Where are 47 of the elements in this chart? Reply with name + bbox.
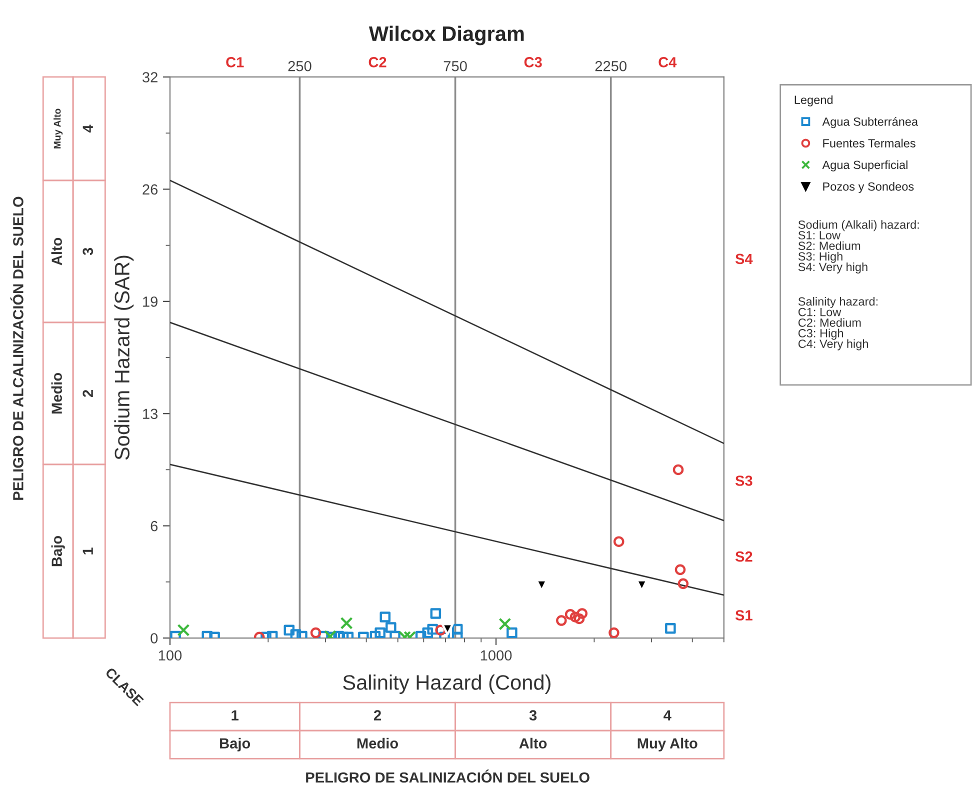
text: Alto — [519, 738, 547, 749]
y-tick-label: 0 — [150, 633, 158, 644]
chart-title: Wilcox Diagram — [368, 26, 524, 46]
y-tick-label: 19 — [143, 296, 158, 307]
text: Bajo — [220, 738, 250, 752]
y-tick-label: 6 — [150, 520, 158, 532]
legend-label: Agua Subterránea — [822, 117, 918, 128]
legend-label: Agua Superficial — [822, 160, 908, 172]
x-axis-title: Salinity Hazard (Cond) — [343, 674, 550, 694]
text: C1 — [226, 57, 244, 68]
text: 2 — [82, 390, 93, 397]
text: Salinity hazard: C1: Low C2: Medium C3: High C4: Very high — [798, 297, 878, 350]
legend-label: Pozos y Sondeos — [823, 182, 914, 194]
y-tick-label: 13 — [143, 408, 158, 420]
text: C2 — [368, 57, 386, 68]
text: 1 — [82, 548, 93, 554]
text: C4 — [658, 57, 677, 68]
text: PELIGRO DE ALCALINIZACIÓN DEL SUELO — [10, 196, 24, 500]
legend-label: Fuentes Termales — [823, 138, 916, 148]
text: PELIGRO DE SALINIZACIÓN DEL SUELO — [306, 770, 590, 783]
text: S1 — [735, 610, 752, 620]
legend-title: Legend — [794, 95, 833, 106]
text: 4 — [664, 710, 672, 720]
ref-line-label: 2250 — [595, 60, 626, 72]
text: Medio — [357, 738, 398, 749]
ref-line-label: 250 — [288, 60, 312, 72]
text: 3 — [82, 248, 94, 256]
ref-line-label: 750 — [444, 60, 467, 72]
text: 4 — [82, 124, 93, 133]
text: 2 — [374, 710, 381, 720]
y-tick-label: 32 — [142, 72, 158, 82]
y-tick-label: 26 — [142, 184, 158, 195]
text: S4 — [735, 254, 753, 264]
text: Muy Alto — [638, 738, 698, 752]
x-tick-label: 1000 — [480, 650, 512, 661]
text: S2 — [735, 551, 752, 562]
text: C3 — [524, 57, 542, 68]
text: 3 — [529, 710, 537, 721]
x-tick-label: 100 — [158, 650, 182, 661]
text: S3 — [735, 476, 752, 486]
text: 1 — [232, 710, 239, 720]
text: Sodium (Alkali) hazard: S1: Low S2: Medium S3: High S4: Very high — [798, 220, 919, 274]
text: Medio — [51, 372, 62, 414]
text: Muy Alto — [54, 108, 63, 148]
y-axis-title: Sodium Hazard (SAR) — [114, 256, 134, 460]
text: Bajo — [51, 536, 65, 566]
text: Alto — [51, 238, 62, 266]
